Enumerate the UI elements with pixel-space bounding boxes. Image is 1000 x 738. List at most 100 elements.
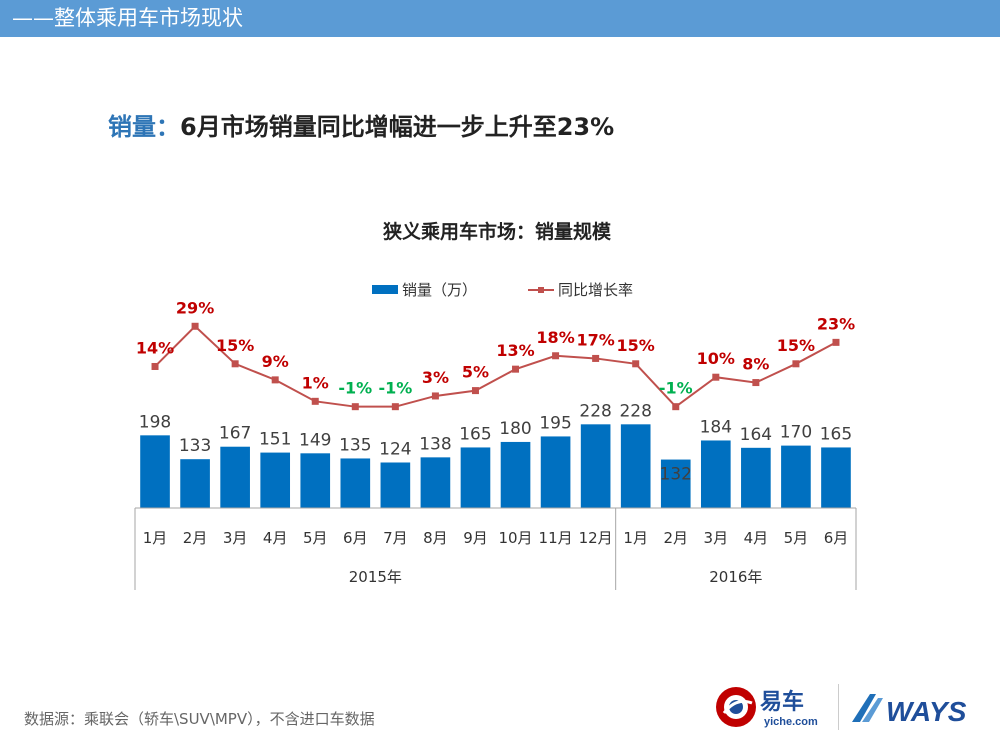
- category-label-1: 1月: [143, 529, 168, 547]
- growth-point-3: [231, 360, 239, 368]
- bar-value-label-1: 198: [139, 412, 171, 432]
- bar-value-label-7: 124: [379, 439, 411, 459]
- bar-value-label-13: 228: [619, 401, 651, 421]
- bar-6: [340, 458, 371, 508]
- yiche-logo: 易车 yiche.com: [716, 687, 818, 728]
- category-label-16: 4月: [744, 529, 769, 547]
- bar-16: [741, 447, 771, 508]
- growth-label-17: 15%: [777, 336, 815, 355]
- growth-label-8: 3%: [422, 368, 449, 387]
- category-label-6: 6月: [343, 529, 368, 547]
- bar-7: [380, 462, 411, 508]
- data-source-note: 数据源：乘联会（轿车\SUV\MPV），不含进口车数据: [24, 710, 375, 728]
- growth-label-3: 15%: [216, 336, 254, 355]
- category-label-8: 8月: [423, 529, 448, 547]
- growth-label-13: 15%: [617, 336, 655, 355]
- growth-point-4: [271, 376, 279, 384]
- category-label-17: 5月: [784, 529, 809, 547]
- bar-10: [500, 441, 531, 508]
- legend-line-marker: [538, 287, 544, 293]
- category-label-18: 6月: [824, 529, 849, 547]
- bar-value-label-15: 184: [700, 417, 732, 437]
- growth-point-15: [712, 373, 720, 381]
- growth-line: [154, 324, 837, 409]
- growth-label-18: 23%: [817, 314, 855, 333]
- growth-point-2: [191, 322, 199, 330]
- growth-point-11: [552, 352, 560, 360]
- legend-bar-swatch: [372, 285, 398, 294]
- bar-14: [660, 459, 691, 508]
- bar-12: [580, 424, 611, 508]
- bar-value-label-17: 170: [780, 423, 812, 443]
- growth-point-12: [592, 354, 600, 362]
- category-label-12: 12月: [579, 529, 613, 547]
- category-label-11: 11月: [539, 529, 573, 547]
- section-title: ——整体乘用车市场现状: [12, 6, 243, 30]
- bar-value-label-4: 151: [259, 430, 291, 450]
- growth-label-12: 17%: [576, 330, 614, 349]
- growth-point-8: [431, 392, 439, 400]
- growth-point-1: [151, 362, 159, 370]
- bar-value-label-16: 164: [740, 425, 772, 445]
- yiche-logo-name: 易车: [760, 689, 804, 715]
- category-label-15: 3月: [704, 529, 729, 547]
- growth-label-1: 14%: [136, 338, 174, 357]
- chart-title: 狭义乘用车市场：销量规模: [382, 220, 612, 243]
- growth-label-16: 8%: [742, 355, 769, 374]
- growth-point-13: [632, 360, 640, 368]
- growth-label-11: 18%: [536, 328, 574, 347]
- bar-13: [620, 424, 651, 508]
- bar-5: [300, 453, 331, 508]
- bar-value-label-5: 149: [299, 430, 331, 450]
- bar-17: [781, 445, 811, 508]
- yiche-logo-domain: yiche.com: [764, 716, 818, 728]
- bar-value-label-3: 167: [219, 424, 251, 444]
- bar-value-label-8: 138: [419, 434, 451, 454]
- growth-point-18: [832, 338, 840, 346]
- bar-8: [420, 457, 451, 508]
- growth-label-15: 10%: [697, 349, 735, 368]
- growth-point-5: [311, 397, 319, 405]
- bar-value-label-2: 133: [179, 436, 211, 456]
- bar-value-label-10: 180: [499, 419, 531, 439]
- bar-18: [821, 447, 851, 508]
- category-label-2: 2月: [183, 529, 208, 547]
- growth-label-6: -1%: [338, 379, 372, 398]
- slide-headline: 销量：6月市场销量同比增幅进一步上升至23%: [108, 110, 614, 144]
- category-label-9: 9月: [463, 529, 488, 547]
- growth-label-9: 5%: [462, 363, 489, 382]
- category-label-4: 4月: [263, 529, 288, 547]
- bar-value-label-12: 228: [579, 401, 611, 421]
- growth-label-4: 9%: [262, 352, 289, 371]
- headline-keyword: 销量: [108, 113, 156, 141]
- growth-point-6: [351, 403, 359, 411]
- growth-point-7: [391, 403, 399, 411]
- growth-point-17: [792, 360, 800, 368]
- header-bar: ——整体乘用车市场现状: [0, 0, 1000, 37]
- growth-label-7: -1%: [378, 379, 412, 398]
- growth-point-14: [672, 403, 680, 411]
- category-label-13: 1月: [623, 529, 648, 547]
- category-label-10: 10月: [498, 529, 532, 547]
- growth-point-16: [752, 379, 760, 387]
- growth-point-10: [512, 365, 520, 373]
- ways-logo-mark: [852, 694, 876, 722]
- bar-3: [220, 446, 250, 508]
- legend-bar-label: 销量（万）: [402, 281, 477, 299]
- group-label-2: 2016年: [709, 568, 762, 586]
- bar-9: [460, 447, 491, 508]
- category-label-5: 5月: [303, 529, 328, 547]
- category-label-14: 2月: [663, 529, 688, 547]
- growth-label-5: 1%: [302, 373, 329, 392]
- growth-label-10: 13%: [496, 341, 534, 360]
- bar-4: [260, 452, 291, 508]
- bar-value-label-11: 195: [539, 413, 571, 433]
- category-label-7: 7月: [383, 529, 408, 547]
- logo-divider: [838, 684, 839, 730]
- headline-separator: ：: [156, 113, 180, 141]
- headline-text: 6月市场销量同比增幅进一步上升至23%: [180, 113, 615, 141]
- bar-value-label-18: 165: [820, 424, 852, 444]
- bar-2: [180, 459, 210, 508]
- ways-logo-name: WAYS: [886, 696, 967, 727]
